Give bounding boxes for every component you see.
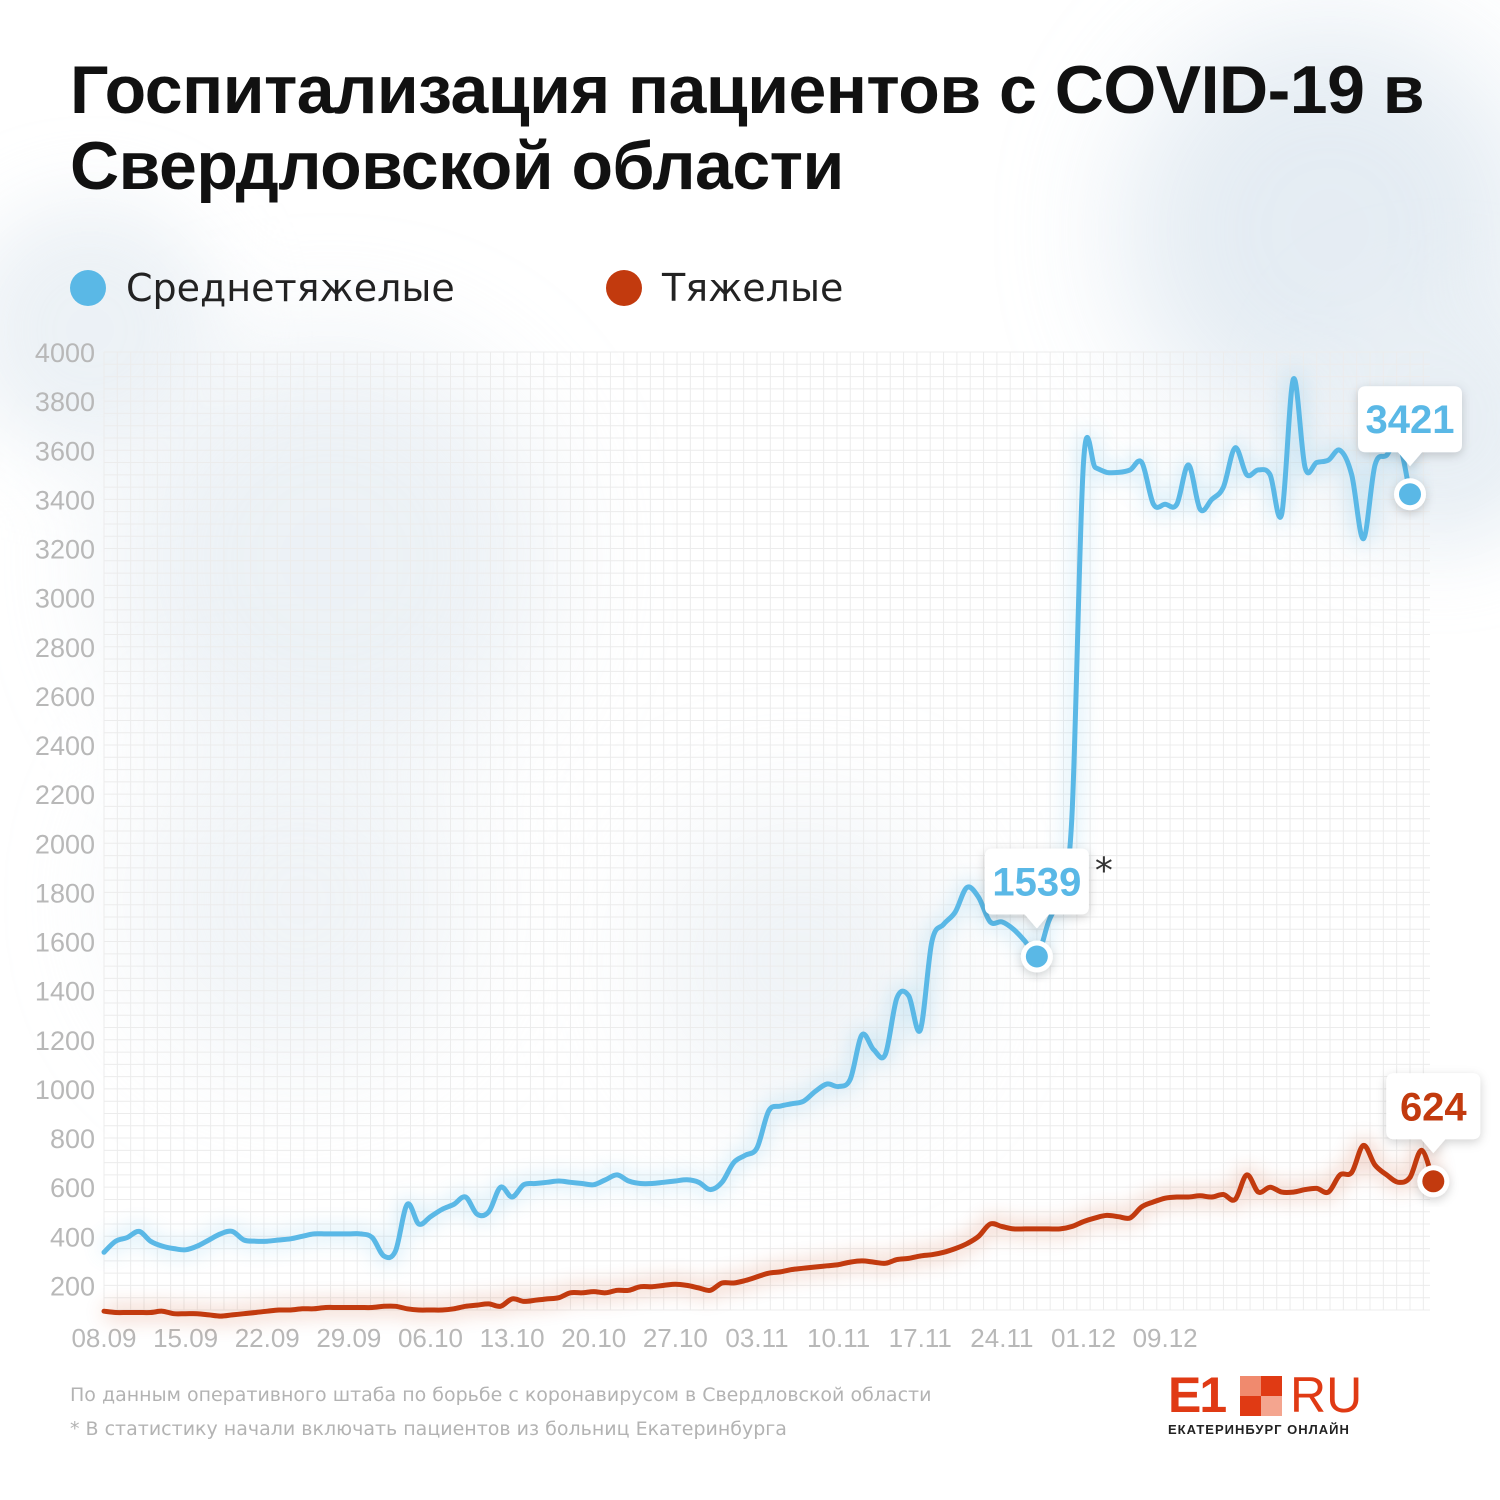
callout-box [1358, 386, 1462, 467]
callout-box [1386, 1073, 1481, 1154]
series-lines [98, 371, 1440, 1324]
legend-item-moderate: Среднетяжелые [70, 258, 455, 318]
y-tick-label: 400 [50, 1222, 95, 1252]
callout-asterisk: * [1095, 851, 1113, 892]
y-tick-label: 2000 [35, 829, 95, 859]
y-tick-label: 2800 [35, 633, 95, 663]
annotations: 1539 * 3421 624 [984, 386, 1481, 1198]
x-tick-label: 17.11 [889, 1323, 952, 1353]
y-tick-label: 600 [50, 1173, 95, 1203]
y-tick-label: 200 [50, 1271, 95, 1301]
marker-dot [1025, 945, 1048, 968]
y-tick-label: 1800 [35, 878, 95, 908]
chart-source-notes: По данным оперативного штаба по борьбе с… [70, 1378, 1150, 1446]
y-tick-label: 4000 [35, 338, 95, 368]
marker-dot [1422, 1170, 1445, 1193]
series-line-moderate [101, 376, 1413, 1261]
chart-title: Госпитализация пациентов с COVID-19 в Св… [70, 52, 1425, 204]
legend-dot-moderate [70, 270, 106, 306]
x-tick-label: 22.09 [235, 1323, 300, 1353]
x-tick-label: 13.10 [480, 1323, 545, 1353]
y-tick-label: 800 [50, 1124, 95, 1154]
y-tick-label: 1400 [35, 977, 95, 1007]
y-tick-label: 3200 [35, 535, 95, 565]
x-axis-ticks: 08.09 15.09 22.09 29.09 06.10 13.10 20.10 27.10… [71, 1323, 1197, 1353]
annotation-severe-624: 624 [1386, 1073, 1481, 1198]
x-tick-label: 29.09 [316, 1323, 381, 1353]
legend-item-severe: Тяжелые [606, 258, 843, 318]
e1-logo: E1 RU ЕКАТЕРИНБУРГ ОНЛАЙН [1168, 1370, 1398, 1440]
series-line-severe [101, 1142, 1436, 1319]
y-tick-label: 3600 [35, 436, 95, 466]
legend-dot-severe [606, 270, 642, 306]
legend-label-moderate: Среднетяжелые [126, 266, 455, 310]
x-tick-label: 27.10 [643, 1323, 708, 1353]
annotation-moderate-1539: 1539 * [984, 848, 1113, 973]
callout-value: 3421 [1366, 398, 1455, 442]
y-tick-label: 2400 [35, 731, 95, 761]
y-tick-label: 3000 [35, 584, 95, 614]
x-tick-label: 20.10 [561, 1323, 626, 1353]
marker-dot [1399, 483, 1421, 506]
y-tick-label: 3800 [35, 387, 95, 417]
x-tick-label: 01.12 [1051, 1323, 1116, 1353]
y-tick-label: 2600 [35, 682, 95, 712]
x-tick-label: 09.12 [1133, 1323, 1198, 1353]
logo-square [1240, 1376, 1282, 1416]
y-tick-label: 1200 [35, 1026, 95, 1056]
logo-brand: E1 [1168, 1367, 1227, 1423]
y-tick-label: 1600 [35, 928, 95, 958]
grid [103, 351, 1430, 1311]
callout-value: 624 [1400, 1085, 1467, 1129]
x-tick-label: 06.10 [398, 1323, 463, 1353]
callout-value: 1539 [992, 861, 1081, 905]
logo-tagline: ЕКАТЕРИНБУРГ ОНЛАЙН [1168, 1422, 1350, 1437]
source-note: По данным оперативного штаба по борьбе с… [70, 1384, 932, 1406]
x-tick-label: 03.11 [725, 1323, 788, 1353]
x-tick-label: 10.11 [807, 1323, 870, 1353]
x-tick-label: 08.09 [71, 1323, 136, 1353]
logo-domain: RU [1290, 1367, 1363, 1423]
y-tick-label: 1000 [35, 1075, 95, 1105]
asterisk-note: * В статистику начали включать пациентов… [70, 1418, 787, 1440]
y-tick-label: 2200 [35, 780, 95, 810]
x-tick-label: 24.11 [970, 1323, 1033, 1353]
legend-label-severe: Тяжелые [662, 266, 844, 310]
annotation-moderate-3421: 3421 [1358, 386, 1462, 511]
callout-box [984, 848, 1089, 929]
x-tick-label: 15.09 [153, 1323, 218, 1353]
y-tick-label: 3400 [35, 485, 95, 515]
chart-legend: Среднетяжелые Тяжелые [70, 258, 970, 318]
y-axis-ticks: 200 400 600 800 1000 1200 1400 1600 1800 2000 2200… [35, 338, 95, 1301]
